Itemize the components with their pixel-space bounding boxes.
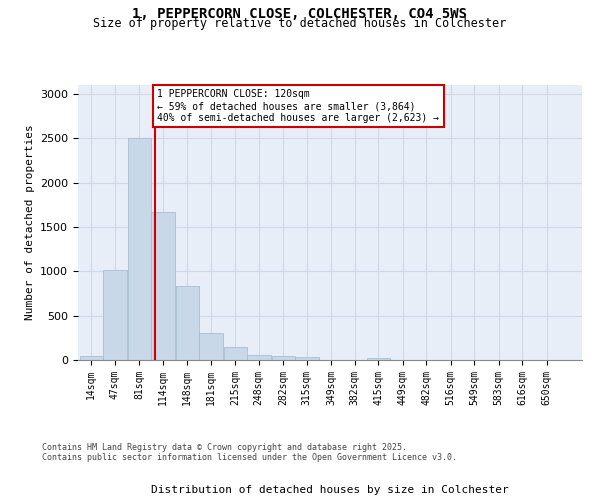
Text: Size of property relative to detached houses in Colchester: Size of property relative to detached ho… (94, 18, 506, 30)
Text: 1 PEPPERCORN CLOSE: 120sqm
← 59% of detached houses are smaller (3,864)
40% of s: 1 PEPPERCORN CLOSE: 120sqm ← 59% of deta… (157, 90, 439, 122)
Y-axis label: Number of detached properties: Number of detached properties (25, 124, 35, 320)
Bar (367, 358, 391, 360)
Bar (103, 270, 127, 360)
Text: Distribution of detached houses by size in Colchester: Distribution of detached houses by size … (151, 485, 509, 495)
Bar (199, 334, 223, 360)
Bar (176, 286, 199, 360)
Bar (295, 358, 319, 360)
Text: 1, PEPPERCORN CLOSE, COLCHESTER, CO4 5WS: 1, PEPPERCORN CLOSE, COLCHESTER, CO4 5WS (133, 8, 467, 22)
Text: Contains public sector information licensed under the Open Government Licence v3: Contains public sector information licen… (42, 454, 457, 462)
Bar (128, 138, 151, 360)
Bar (272, 356, 295, 360)
Text: Contains HM Land Registry data © Crown copyright and database right 2025.: Contains HM Land Registry data © Crown c… (42, 444, 407, 452)
Bar (224, 346, 247, 360)
Bar (247, 355, 271, 360)
Bar (151, 212, 175, 360)
Bar (80, 356, 103, 360)
